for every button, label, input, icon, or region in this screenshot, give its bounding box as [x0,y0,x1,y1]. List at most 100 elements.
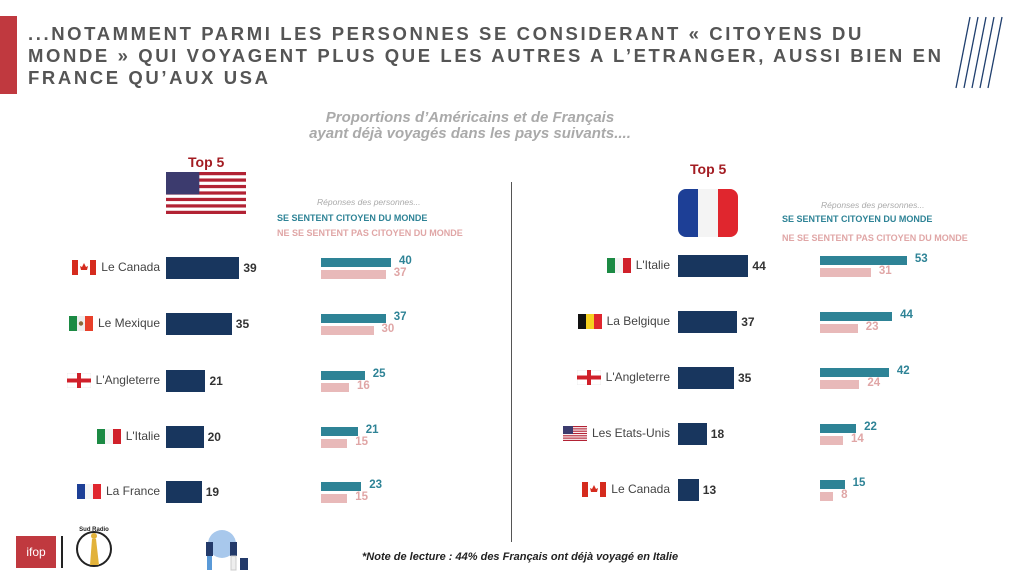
citizen-bar [820,480,845,489]
citizen-bar-value: 40 [399,255,412,267]
italy-flag [96,429,121,444]
citizen-bar-value: 44 [900,309,913,321]
main-bar-value: 18 [710,427,725,441]
subtitle-line-2: ayant déjà voyagés dans les pays suivant… [309,125,631,142]
citizen-bar-value: 53 [914,253,928,265]
non-citizen-bar-value: 24 [867,377,881,389]
england-flag [576,369,601,386]
ifop-logo: ifop [16,536,56,568]
main-bar-value: 44 [752,259,766,273]
non-citizen-bar-value: 30 [381,323,395,335]
main-bar [166,257,240,279]
citizen-bar [820,256,907,265]
country-label: Le Canada [611,482,670,496]
legend-title: Réponses des personnes... [821,200,925,210]
sud-radio-logo [76,531,112,567]
legend-citizen: SE SENTENT CITOYEN DU MONDE [277,213,428,223]
non-citizen-bar [820,492,834,501]
country-label: L'Angleterre [95,373,160,387]
belgium-flag [577,314,602,329]
citizen-bar-value: 37 [393,311,407,323]
decorative-lines-icon [955,16,1003,89]
citizen-bar [321,427,358,436]
main-bar-value: 21 [209,374,223,388]
non-citizen-bar-value: 14 [850,433,864,445]
top5-heading: Top 5 [188,154,225,170]
england-flag [66,372,91,389]
citizen-bar [820,312,893,321]
country-label: L'Italie [125,429,160,443]
main-bar-value: 20 [207,430,221,444]
canada-flag [72,260,97,275]
main-bar-value: 13 [702,483,717,497]
non-citizen-bar-value: 31 [878,265,892,277]
citizen-bar-value: 22 [864,421,877,433]
main-bar [678,479,699,501]
non-citizen-bar [321,494,348,503]
reading-note: *Note de lecture : 44% des Français ont … [362,551,679,563]
non-citizen-bar [321,383,349,392]
country-label: Le Mexique [97,316,160,330]
mexico-flag [68,316,93,331]
chart-subtitle: Proportions d’Américains et de Français a… [250,110,690,142]
citizen-bar-value: 23 [369,479,383,491]
non-citizen-bar [321,439,348,448]
citizen-bar-value: 42 [896,365,910,377]
citizen-bar-value: 21 [365,424,379,436]
non-citizen-bar-value: 15 [355,436,369,448]
non-citizen-bar [820,436,843,445]
citizen-bar-value: 25 [372,368,386,380]
citizen-bar [820,368,889,377]
main-bar [678,423,707,445]
canada-flag [582,482,607,497]
legend-non-citizen: NE SE SENTENT PAS CITOYEN DU MONDE [782,233,968,243]
travelers-illustration [206,530,248,571]
main-bar [166,370,206,392]
main-bar [166,426,204,448]
main-bar [678,255,749,277]
country-label: La Belgique [606,314,670,328]
citizen-bar [321,371,365,380]
legend-non-citizen: NE SE SENTENT PAS CITOYEN DU MONDE [277,228,463,238]
main-bar-value: 39 [243,261,257,275]
top5-heading: Top 5 [690,161,727,177]
non-citizen-bar [820,380,860,389]
france-flag [76,484,101,499]
legend-title: Réponses des personnes... [317,197,421,207]
page-title: ...NOTAMMENT PARMI LES PERSONNES SE CONS… [28,23,944,88]
citizen-bar-value: 15 [852,477,866,489]
non-citizen-bar-value: 37 [393,267,407,279]
subtitle-line-1: Proportions d’Américains et de Français [325,109,615,126]
non-citizen-bar [321,270,386,279]
panel-divider [511,182,512,542]
main-bar-value: 35 [738,371,752,385]
non-citizen-bar [820,268,871,277]
country-label: La France [105,484,160,498]
non-citizen-bar-value: 16 [357,380,370,392]
country-label: L'Italie [635,258,670,272]
main-bar [166,313,232,335]
logo-separator [61,536,63,568]
non-citizen-bar [321,326,374,335]
citizen-bar [321,482,362,491]
italy-flag [606,258,631,273]
non-citizen-bar-value: 23 [865,321,879,333]
us-flag-large [166,172,246,214]
main-bar [166,481,202,503]
non-citizen-bar [820,324,858,333]
country-label: Les Etats-Unis [591,426,670,440]
france-flag-large [678,189,738,237]
citizen-bar [820,424,857,433]
country-label: L'Angleterre [605,370,670,384]
non-citizen-bar-value: 15 [355,491,369,503]
legend-citizen: SE SENTENT CITOYEN DU MONDE [782,214,933,224]
sud-radio-logo-text: Sud Radio [79,527,109,533]
country-label: Le Canada [101,260,160,274]
non-citizen-bar-value: 8 [841,489,848,501]
main-bar-value: 19 [205,485,220,499]
citizen-bar [321,314,386,323]
us-flag [562,426,587,441]
citizen-bar [321,258,391,267]
main-bar-value: 37 [741,315,755,329]
main-bar [678,311,738,333]
